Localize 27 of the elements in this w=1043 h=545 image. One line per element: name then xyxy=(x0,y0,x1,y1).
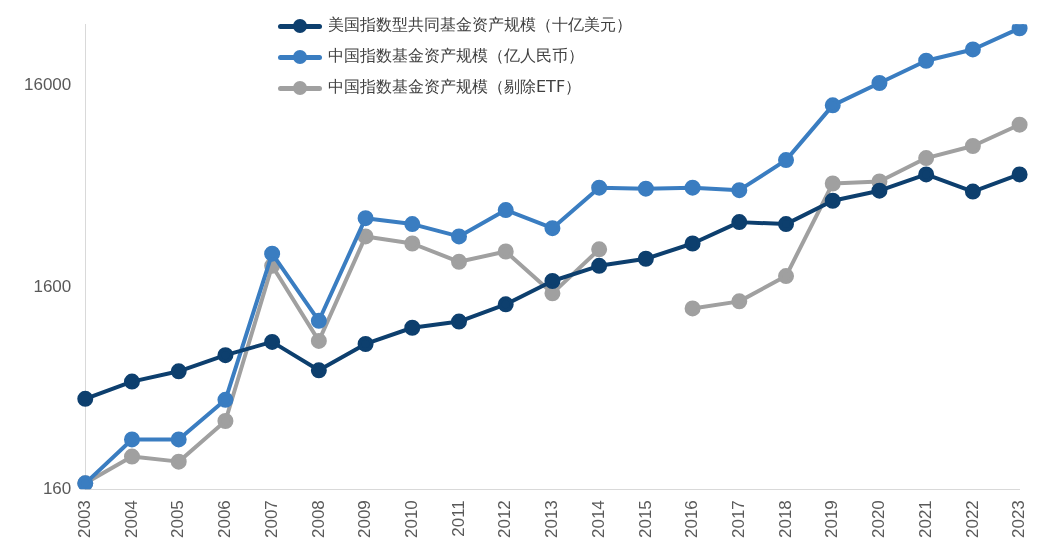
x-tick-label: 2023 xyxy=(1009,500,1029,539)
x-tick-label: 2010 xyxy=(401,500,421,539)
x-tick-label: 2014 xyxy=(588,500,608,539)
x-tick-label: 2008 xyxy=(308,500,328,539)
x-tick-label: 2021 xyxy=(915,500,935,539)
x-tick-label: 2004 xyxy=(121,500,141,539)
legend-label: 中国指数基金资产规模（剔除ETF） xyxy=(328,77,582,98)
x-tick-label: 2019 xyxy=(822,500,842,539)
x-tick-label: 2009 xyxy=(355,500,375,539)
x-tick-label: 2006 xyxy=(215,500,235,539)
x-tick-label: 2013 xyxy=(542,500,562,539)
x-tick-label: 2005 xyxy=(168,500,188,539)
x-tick-label: 2022 xyxy=(962,500,982,539)
x-tick-label: 2003 xyxy=(74,500,94,539)
legend-label: 美国指数型共同基金资产规模（十亿美元） xyxy=(328,15,632,36)
y-tick-label: 1600 xyxy=(33,276,72,296)
x-tick-label: 2020 xyxy=(869,500,889,539)
x-tick-label: 2007 xyxy=(261,500,281,539)
legend-label: 中国指数基金资产规模（亿人民币） xyxy=(328,46,584,67)
x-tick-label: 2016 xyxy=(682,500,702,539)
x-tick-label: 2017 xyxy=(728,500,748,539)
x-tick-label: 2012 xyxy=(495,500,515,539)
y-tick-label: 16000 xyxy=(23,74,72,94)
y-tick-label: 160 xyxy=(42,478,72,498)
x-tick-label: 2011 xyxy=(448,500,468,537)
x-tick-label: 2015 xyxy=(635,500,655,539)
x-tick-label: 2018 xyxy=(775,500,795,539)
